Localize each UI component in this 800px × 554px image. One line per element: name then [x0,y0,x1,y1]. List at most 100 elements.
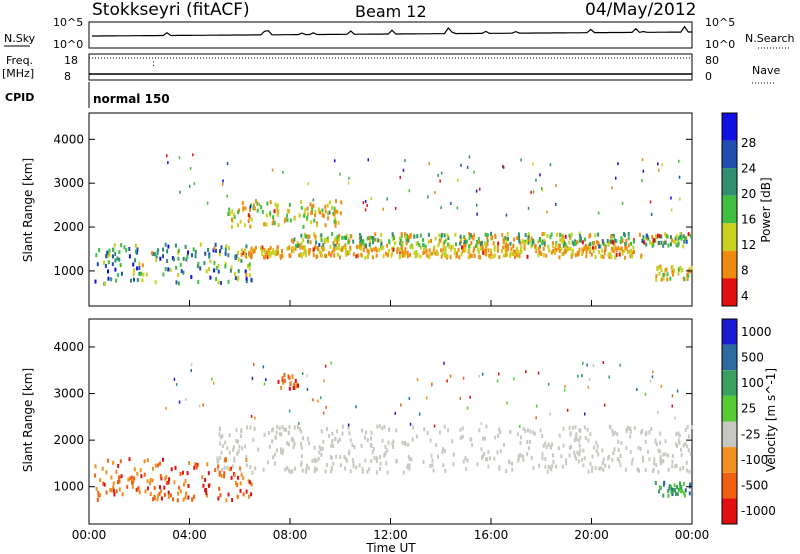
power-cell [473,233,475,238]
velocity-cell [378,424,381,429]
velocity-cell [499,430,502,435]
power-cell [430,251,433,256]
power-cell [592,241,595,245]
velocity-cell [154,463,157,468]
power-cell [309,240,312,245]
velocity-cell [160,496,163,501]
velocity-cell [153,496,156,501]
velocity-cell [533,431,536,436]
power-cell [360,252,363,257]
power-cell [224,247,227,252]
velocity-cell [547,442,550,447]
velocity-cell [149,478,152,483]
velocity-cell [283,427,286,432]
power-cell [219,249,222,254]
velocity-cell [351,443,354,448]
power-scatter-cell [678,175,681,179]
power-cell [244,269,247,274]
power-cell [415,250,418,255]
power-cell [465,239,468,244]
velocity-cell [271,439,274,444]
velocity-cell [687,448,690,453]
velocity-scatter-cell [577,374,579,378]
power-cell [185,257,188,262]
velocity-cell [550,445,552,450]
velocity-cell [229,466,232,471]
velocity-cell [331,431,334,436]
velocity-cell [648,430,651,435]
velocity-cell [392,439,395,444]
velocity-cell [410,457,413,462]
power-cell [228,246,230,250]
power-cell [678,267,680,272]
power-cell [409,234,412,239]
velocity-cell [187,495,190,500]
power-cell [316,223,319,228]
power-cell [562,244,565,248]
power-cell [555,241,558,246]
velocity-colorbar-tick: 25 [741,402,756,416]
velocity-scatter-cell [581,374,583,378]
power-cell [463,240,466,245]
power-cell [262,255,265,260]
velocity-cell [320,452,323,457]
power-cell [416,234,419,239]
velocity-cell [375,456,378,461]
power-cell [614,255,617,260]
power-scatter-cell [226,194,228,198]
power-cell [554,247,557,252]
velocity-cell [618,458,621,463]
power-cell [266,255,269,260]
velocity-scatter-cell [584,412,586,416]
power-cell [655,277,658,282]
power-cell [509,241,512,246]
power-cell [440,233,443,237]
power-cell [400,245,403,250]
power-cell [690,265,693,270]
power-cell [658,265,661,270]
power-cell [134,258,136,263]
power-cell [177,273,180,278]
power-cell [563,246,566,251]
power-cell [242,206,245,211]
power-cell [266,250,268,255]
power-cell [300,254,303,259]
power-cell [298,213,301,218]
power-cell [550,232,553,237]
power-cell [504,236,507,241]
power-cell [248,262,251,267]
power-cell [327,211,329,216]
velocity-cell [283,378,286,383]
velocity-cell [220,435,223,440]
power-cell [366,236,369,241]
power-scatter-cell [456,206,459,210]
power-cell [366,254,369,258]
velocity-cell [668,486,671,491]
power-cell [297,243,300,248]
power-cell [118,250,121,254]
velocity-cell [370,444,373,448]
power-cell [505,239,508,244]
power-colorbar-frame [721,112,738,307]
velocity-cell [348,451,350,456]
velocity-cell [551,442,553,447]
velocity-cell [677,487,680,492]
power-cell [336,234,339,239]
power-cell [196,264,199,269]
power-cell [589,250,592,254]
velocity-cell [659,440,661,445]
velocity-cell [664,439,667,444]
power-cell [255,199,257,204]
power-scatter-cell [473,170,475,174]
power-cell [601,248,604,253]
power-cell [377,238,380,243]
power-cell [401,253,404,258]
velocity-cell [191,497,194,502]
power-cell [187,250,189,255]
power-cell [343,245,345,250]
velocity-scatter-cell [564,385,566,388]
velocity-cell [339,454,342,459]
power-cell [491,235,494,240]
velocity-cell [451,439,454,444]
power-cell [445,238,447,243]
